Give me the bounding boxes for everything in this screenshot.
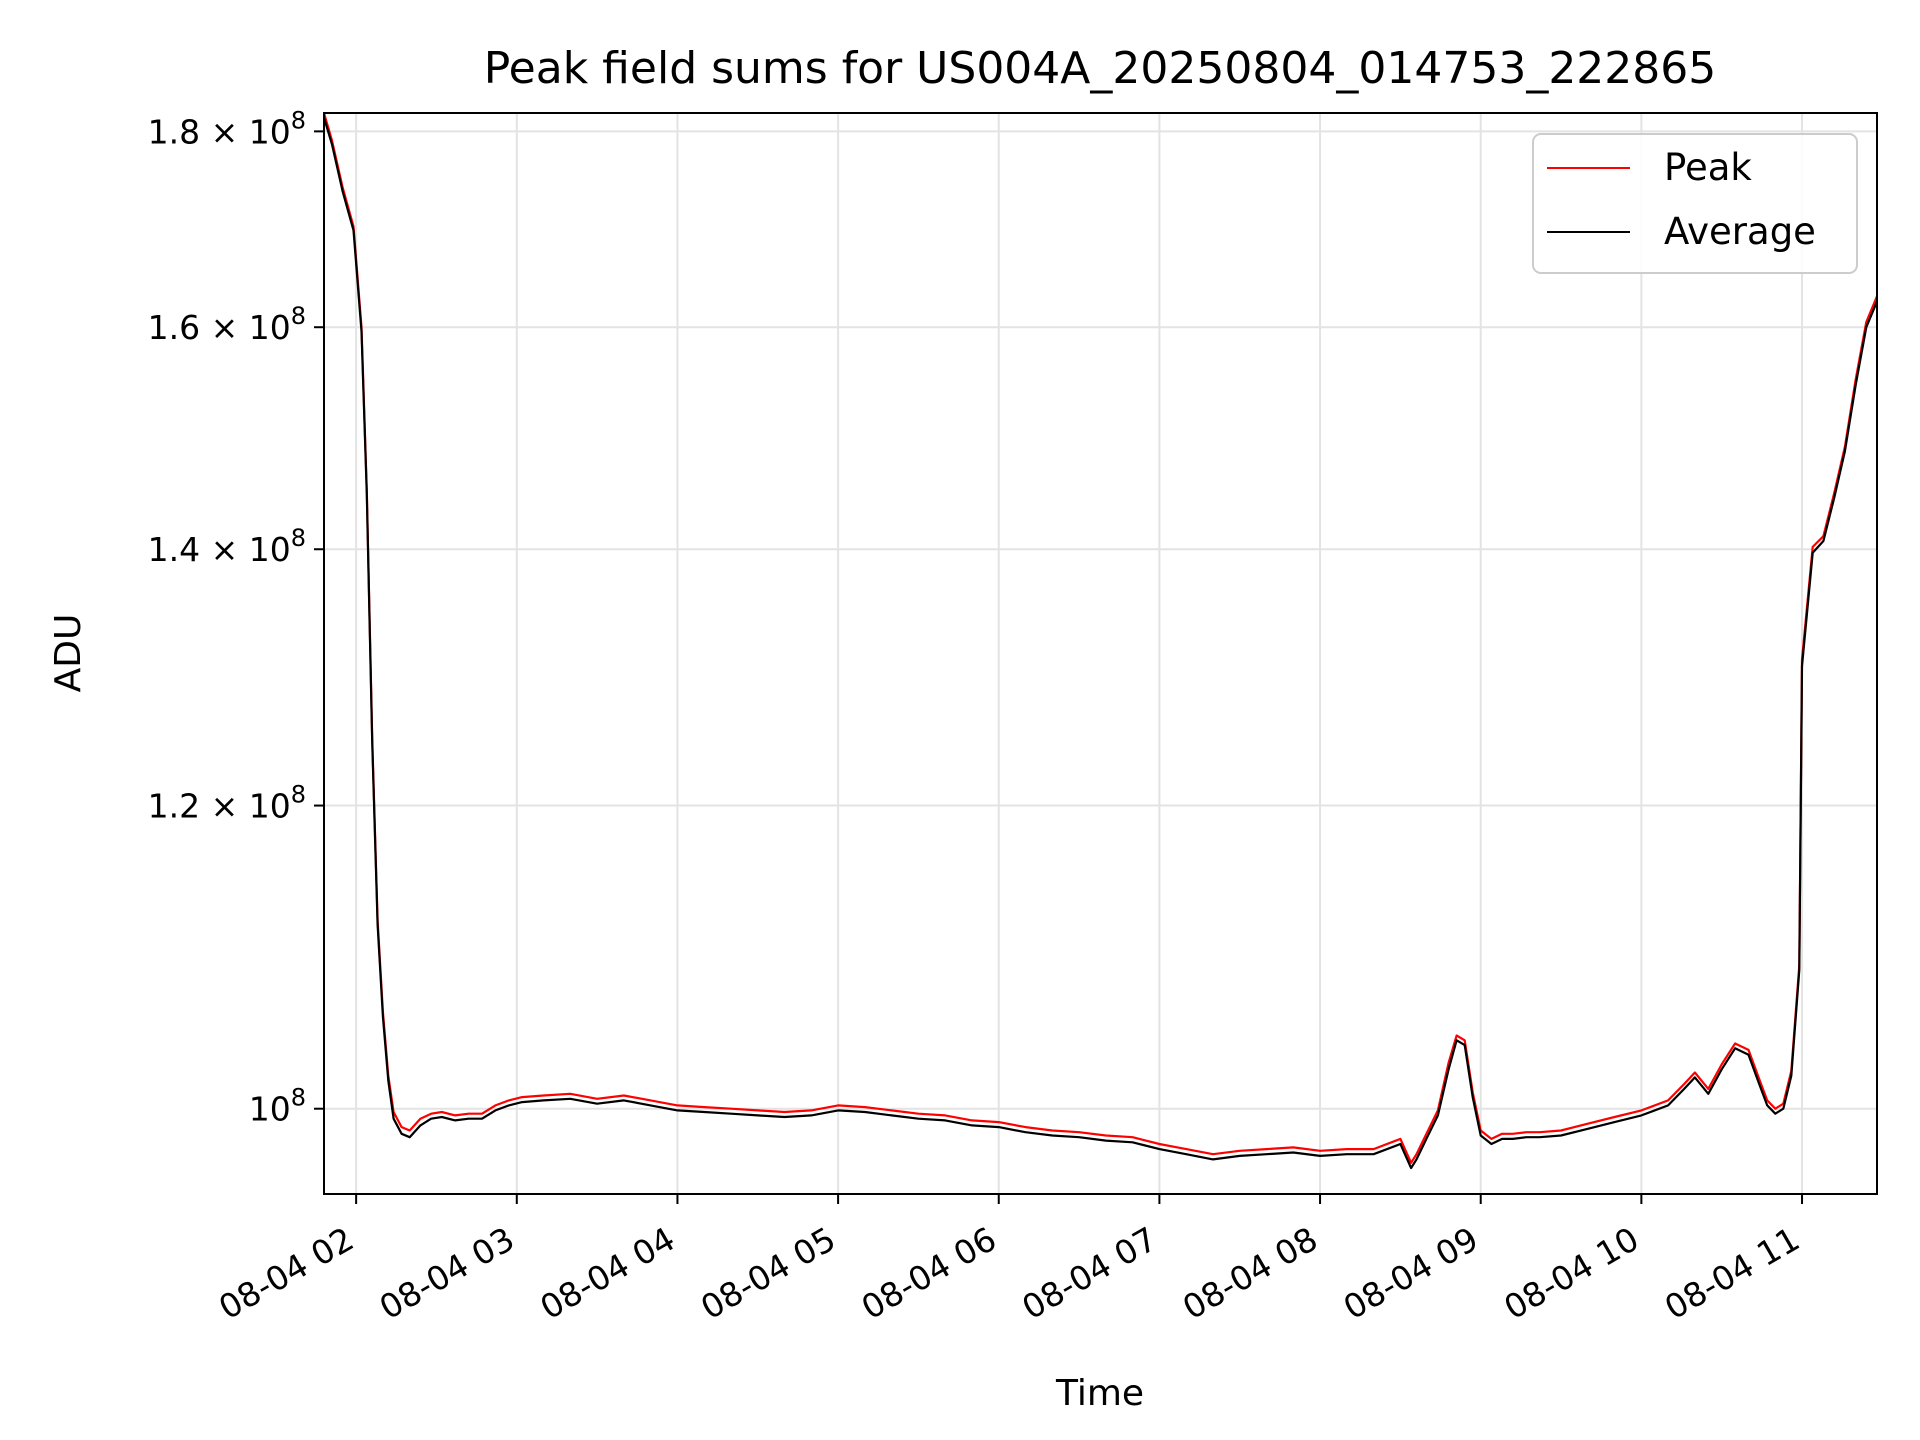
y-tick-label: 1.8 × 108	[148, 106, 306, 151]
plot-area	[322, 112, 1879, 1170]
y-tick-label: 108	[249, 1084, 306, 1129]
plot-frame	[323, 112, 1878, 1195]
x-axis-label: Time	[1055, 1373, 1144, 1414]
legend-label-peak: Peak	[1664, 146, 1752, 189]
y-tick-label: 1.4 × 108	[148, 524, 306, 569]
series-line-peak	[322, 112, 1879, 1164]
y-tick-label: 1.6 × 108	[148, 302, 306, 347]
y-axis-label: ADU	[48, 614, 89, 693]
chart-title: Peak field sums for US004A_20250804_0147…	[484, 43, 1717, 94]
y-tick-label: 1.2 × 108	[148, 781, 306, 826]
y-axis: 108 1.2 × 108 1.4 × 108 1.6 × 108 1.8 × 108	[148, 106, 324, 1129]
legend: Peak Average	[1532, 133, 1858, 274]
legend-label-average: Average	[1664, 210, 1816, 253]
series-line-average	[322, 117, 1879, 1170]
